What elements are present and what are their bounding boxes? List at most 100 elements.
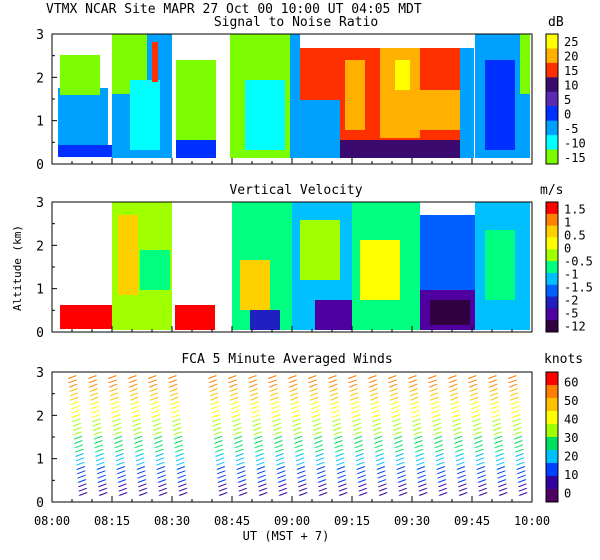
wind-barb — [309, 383, 318, 388]
wind-barb — [131, 414, 141, 418]
wind-barb — [477, 479, 487, 483]
wind-barb — [238, 487, 247, 492]
wind-barb — [249, 392, 259, 397]
wind-barb — [138, 487, 147, 492]
wind-barb — [495, 448, 504, 453]
snr-heatmap — [52, 34, 532, 164]
wind-barb — [328, 375, 337, 379]
wind-barb — [91, 405, 100, 410]
wind-barb — [135, 448, 144, 453]
wind-barb — [396, 466, 405, 470]
wind-barb — [251, 414, 261, 418]
wind-barb — [395, 457, 405, 462]
wind-barb — [451, 405, 460, 410]
wind-barb — [179, 492, 188, 496]
wind-barb — [152, 422, 161, 427]
wind-barb — [110, 401, 119, 405]
wind-barb — [154, 444, 163, 449]
wind-barb — [297, 470, 306, 475]
wind-barb — [492, 422, 501, 427]
wind-barb — [277, 470, 286, 475]
wind-barb — [374, 444, 383, 449]
wind-barb — [134, 444, 143, 449]
colorbar-label: 0 — [564, 107, 571, 121]
wind-barb — [394, 444, 403, 449]
barb-column — [248, 375, 268, 496]
y-tick-label: 0 — [36, 158, 44, 173]
wind-barb — [137, 479, 147, 483]
wind-barb — [337, 470, 346, 475]
wind-barb — [439, 492, 448, 496]
wind-barb — [511, 409, 520, 414]
wind-barb — [315, 448, 324, 453]
wind-barb — [495, 457, 505, 462]
barb-column — [68, 375, 88, 496]
wind-barb — [213, 431, 222, 436]
wind-barb — [228, 379, 237, 384]
colorbar-label: 40 — [564, 412, 578, 426]
wind-barb — [488, 375, 497, 379]
x-tick-label: 10:00 — [514, 514, 550, 528]
wind-barb — [336, 466, 345, 470]
wind-barb — [297, 474, 306, 479]
wind-barb — [351, 409, 360, 414]
x-tick-label: 09:30 — [394, 514, 430, 528]
wind-barb — [113, 431, 122, 436]
wind-barb — [291, 405, 300, 410]
wind-barb — [477, 470, 486, 475]
wind-barb — [429, 383, 438, 388]
wind-barb — [169, 392, 179, 397]
wind-barb — [455, 448, 464, 453]
wind-barb — [499, 492, 508, 496]
wind-barb — [252, 418, 261, 423]
wind-barb — [509, 388, 518, 392]
wind-barb — [356, 461, 365, 466]
wind-barb — [310, 401, 319, 405]
wind-barb — [68, 379, 77, 384]
wind-barb — [475, 453, 484, 457]
wind-barb — [212, 418, 221, 423]
wind-barb — [514, 444, 523, 449]
colorbar-frame — [545, 33, 559, 165]
wind-barb — [294, 440, 303, 444]
wind-barb — [437, 479, 447, 483]
wind-barb — [513, 431, 522, 436]
wind-barb — [210, 396, 219, 401]
wind-barb — [456, 461, 465, 466]
wind-barb — [498, 483, 507, 488]
wind-barb — [255, 453, 264, 457]
wind-barb — [138, 483, 147, 488]
wind-barb — [170, 396, 179, 401]
wind-barb — [434, 440, 443, 444]
wind-barb — [417, 470, 426, 475]
wind-barb — [330, 396, 339, 401]
wind-barb — [271, 405, 280, 410]
wind-barb — [413, 427, 422, 431]
wind-barb — [208, 375, 217, 379]
wind-barb — [331, 414, 341, 418]
colorbar-label: 15 — [564, 64, 578, 78]
wind-barb — [214, 440, 223, 444]
wind-barb — [511, 414, 521, 418]
wind-barb — [374, 440, 383, 444]
wind-barb — [90, 396, 99, 401]
colorbar-swatch — [546, 411, 558, 425]
wind-barb — [256, 461, 265, 466]
wind-barb — [453, 427, 462, 431]
wind-barb — [314, 440, 323, 444]
wind-barb — [97, 474, 106, 479]
wind-barb — [431, 414, 441, 418]
wind-barb — [494, 444, 503, 449]
wind-barb — [128, 375, 137, 379]
wind-barb — [328, 379, 337, 384]
colorbar-swatch — [546, 424, 558, 438]
wind-barb — [74, 440, 83, 444]
wind-barb — [292, 418, 301, 423]
wind-barb — [153, 431, 162, 436]
wind-barb — [155, 448, 164, 453]
wind-barb — [415, 448, 424, 453]
colorbar-label: 30 — [564, 431, 578, 445]
wind-barb — [470, 396, 479, 401]
vv-heatmap — [52, 202, 532, 332]
wind-barb — [469, 383, 478, 388]
